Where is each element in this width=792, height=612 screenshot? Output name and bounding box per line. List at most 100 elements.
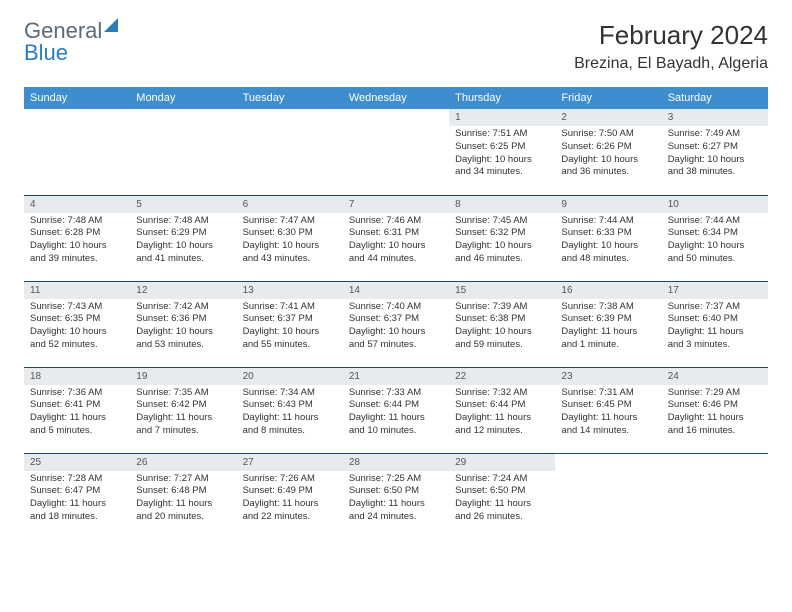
- day-number: 22: [449, 368, 555, 385]
- brand-logo: GeneralBlue: [24, 20, 118, 64]
- sunset-text: Sunset: 6:34 PM: [668, 227, 762, 240]
- day-cell-6: 6Sunrise: 7:47 AMSunset: 6:30 PMDaylight…: [237, 195, 343, 281]
- day-number: 3: [662, 109, 768, 126]
- day-number: 23: [555, 368, 661, 385]
- day-cell-22: 22Sunrise: 7:32 AMSunset: 6:44 PMDayligh…: [449, 367, 555, 453]
- day-number: 10: [662, 196, 768, 213]
- sunrise-text: Sunrise: 7:41 AM: [243, 301, 337, 314]
- triangle-icon: [104, 18, 118, 32]
- day-content: Sunrise: 7:50 AMSunset: 6:26 PMDaylight:…: [555, 126, 661, 181]
- day-content: Sunrise: 7:25 AMSunset: 6:50 PMDaylight:…: [343, 471, 449, 526]
- day-cell-7: 7Sunrise: 7:46 AMSunset: 6:31 PMDaylight…: [343, 195, 449, 281]
- day-content: Sunrise: 7:37 AMSunset: 6:40 PMDaylight:…: [662, 299, 768, 354]
- sunset-text: Sunset: 6:49 PM: [243, 485, 337, 498]
- daylight-text: Daylight: 10 hours and 46 minutes.: [455, 240, 549, 266]
- sunrise-text: Sunrise: 7:24 AM: [455, 473, 549, 486]
- daylight-text: Daylight: 11 hours and 5 minutes.: [30, 412, 124, 438]
- sunrise-text: Sunrise: 7:42 AM: [136, 301, 230, 314]
- day-cell-1: 1Sunrise: 7:51 AMSunset: 6:25 PMDaylight…: [449, 109, 555, 195]
- dayheader-thursday: Thursday: [449, 87, 555, 109]
- daylight-text: Daylight: 11 hours and 1 minute.: [561, 326, 655, 352]
- day-cell-26: 26Sunrise: 7:27 AMSunset: 6:48 PMDayligh…: [130, 453, 236, 539]
- day-content: Sunrise: 7:40 AMSunset: 6:37 PMDaylight:…: [343, 299, 449, 354]
- day-cell-18: 18Sunrise: 7:36 AMSunset: 6:41 PMDayligh…: [24, 367, 130, 453]
- day-number: 28: [343, 454, 449, 471]
- sunrise-text: Sunrise: 7:46 AM: [349, 215, 443, 228]
- daylight-text: Daylight: 10 hours and 43 minutes.: [243, 240, 337, 266]
- day-cell-3: 3Sunrise: 7:49 AMSunset: 6:27 PMDaylight…: [662, 109, 768, 195]
- daylight-text: Daylight: 10 hours and 39 minutes.: [30, 240, 124, 266]
- sunset-text: Sunset: 6:32 PM: [455, 227, 549, 240]
- dayheader-wednesday: Wednesday: [343, 87, 449, 109]
- sunrise-text: Sunrise: 7:36 AM: [30, 387, 124, 400]
- day-cell-14: 14Sunrise: 7:40 AMSunset: 6:37 PMDayligh…: [343, 281, 449, 367]
- daylight-text: Daylight: 10 hours and 38 minutes.: [668, 154, 762, 180]
- sunrise-text: Sunrise: 7:44 AM: [561, 215, 655, 228]
- day-content: Sunrise: 7:28 AMSunset: 6:47 PMDaylight:…: [24, 471, 130, 526]
- title-block: February 2024 Brezina, El Bayadh, Algeri…: [574, 20, 768, 73]
- sunrise-text: Sunrise: 7:47 AM: [243, 215, 337, 228]
- day-cell-20: 20Sunrise: 7:34 AMSunset: 6:43 PMDayligh…: [237, 367, 343, 453]
- day-cell-5: 5Sunrise: 7:48 AMSunset: 6:29 PMDaylight…: [130, 195, 236, 281]
- sunset-text: Sunset: 6:37 PM: [349, 313, 443, 326]
- daylight-text: Daylight: 10 hours and 52 minutes.: [30, 326, 124, 352]
- daylight-text: Daylight: 11 hours and 18 minutes.: [30, 498, 124, 524]
- sunrise-text: Sunrise: 7:43 AM: [30, 301, 124, 314]
- sunrise-text: Sunrise: 7:33 AM: [349, 387, 443, 400]
- day-cell-24: 24Sunrise: 7:29 AMSunset: 6:46 PMDayligh…: [662, 367, 768, 453]
- daylight-text: Daylight: 11 hours and 26 minutes.: [455, 498, 549, 524]
- day-cell-13: 13Sunrise: 7:41 AMSunset: 6:37 PMDayligh…: [237, 281, 343, 367]
- dayheader-monday: Monday: [130, 87, 236, 109]
- daylight-text: Daylight: 11 hours and 3 minutes.: [668, 326, 762, 352]
- sunset-text: Sunset: 6:44 PM: [455, 399, 549, 412]
- sunset-text: Sunset: 6:46 PM: [668, 399, 762, 412]
- day-content: Sunrise: 7:44 AMSunset: 6:34 PMDaylight:…: [662, 213, 768, 268]
- day-content: Sunrise: 7:36 AMSunset: 6:41 PMDaylight:…: [24, 385, 130, 440]
- sunset-text: Sunset: 6:38 PM: [455, 313, 549, 326]
- day-content: Sunrise: 7:44 AMSunset: 6:33 PMDaylight:…: [555, 213, 661, 268]
- dayheader-tuesday: Tuesday: [237, 87, 343, 109]
- daylight-text: Daylight: 11 hours and 22 minutes.: [243, 498, 337, 524]
- day-content: Sunrise: 7:34 AMSunset: 6:43 PMDaylight:…: [237, 385, 343, 440]
- empty-cell: [662, 453, 768, 539]
- sunset-text: Sunset: 6:39 PM: [561, 313, 655, 326]
- day-content: Sunrise: 7:49 AMSunset: 6:27 PMDaylight:…: [662, 126, 768, 181]
- sunrise-text: Sunrise: 7:48 AM: [136, 215, 230, 228]
- day-cell-8: 8Sunrise: 7:45 AMSunset: 6:32 PMDaylight…: [449, 195, 555, 281]
- daylight-text: Daylight: 10 hours and 34 minutes.: [455, 154, 549, 180]
- sunrise-text: Sunrise: 7:35 AM: [136, 387, 230, 400]
- day-cell-16: 16Sunrise: 7:38 AMSunset: 6:39 PMDayligh…: [555, 281, 661, 367]
- sunset-text: Sunset: 6:27 PM: [668, 141, 762, 154]
- day-number: 13: [237, 282, 343, 299]
- sunset-text: Sunset: 6:44 PM: [349, 399, 443, 412]
- day-number: 8: [449, 196, 555, 213]
- day-number: 24: [662, 368, 768, 385]
- day-content: Sunrise: 7:33 AMSunset: 6:44 PMDaylight:…: [343, 385, 449, 440]
- calendar-table: SundayMondayTuesdayWednesdayThursdayFrid…: [24, 87, 768, 539]
- day-number: 5: [130, 196, 236, 213]
- daylight-text: Daylight: 11 hours and 12 minutes.: [455, 412, 549, 438]
- empty-cell: [343, 109, 449, 195]
- sunset-text: Sunset: 6:50 PM: [349, 485, 443, 498]
- daylight-text: Daylight: 11 hours and 20 minutes.: [136, 498, 230, 524]
- sunset-text: Sunset: 6:37 PM: [243, 313, 337, 326]
- brand-word2: Blue: [24, 40, 68, 65]
- daylight-text: Daylight: 11 hours and 10 minutes.: [349, 412, 443, 438]
- day-content: Sunrise: 7:48 AMSunset: 6:29 PMDaylight:…: [130, 213, 236, 268]
- sunrise-text: Sunrise: 7:48 AM: [30, 215, 124, 228]
- day-number: 25: [24, 454, 130, 471]
- week-row: 25Sunrise: 7:28 AMSunset: 6:47 PMDayligh…: [24, 453, 768, 539]
- sunset-text: Sunset: 6:25 PM: [455, 141, 549, 154]
- empty-cell: [24, 109, 130, 195]
- sunrise-text: Sunrise: 7:26 AM: [243, 473, 337, 486]
- day-cell-11: 11Sunrise: 7:43 AMSunset: 6:35 PMDayligh…: [24, 281, 130, 367]
- day-cell-23: 23Sunrise: 7:31 AMSunset: 6:45 PMDayligh…: [555, 367, 661, 453]
- sunrise-text: Sunrise: 7:29 AM: [668, 387, 762, 400]
- week-row: 18Sunrise: 7:36 AMSunset: 6:41 PMDayligh…: [24, 367, 768, 453]
- day-cell-2: 2Sunrise: 7:50 AMSunset: 6:26 PMDaylight…: [555, 109, 661, 195]
- day-number: 1: [449, 109, 555, 126]
- day-cell-12: 12Sunrise: 7:42 AMSunset: 6:36 PMDayligh…: [130, 281, 236, 367]
- week-row: 11Sunrise: 7:43 AMSunset: 6:35 PMDayligh…: [24, 281, 768, 367]
- sunrise-text: Sunrise: 7:25 AM: [349, 473, 443, 486]
- sunrise-text: Sunrise: 7:44 AM: [668, 215, 762, 228]
